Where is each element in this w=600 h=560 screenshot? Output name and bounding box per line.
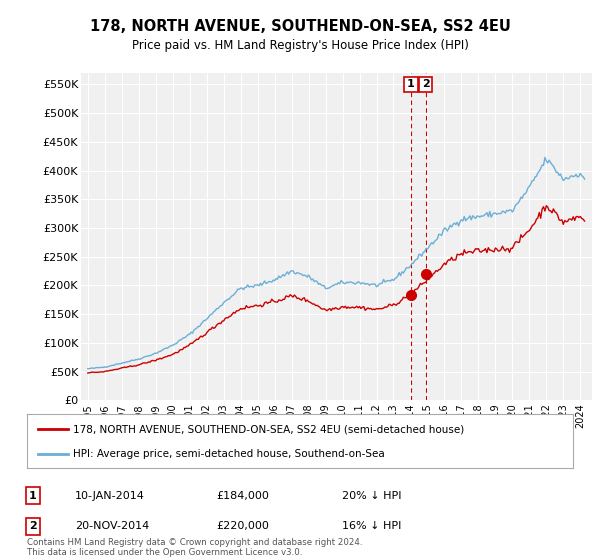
Text: 20% ↓ HPI: 20% ↓ HPI (342, 491, 401, 501)
Text: 2: 2 (29, 521, 37, 531)
Text: 1: 1 (407, 80, 415, 89)
Text: 178, NORTH AVENUE, SOUTHEND-ON-SEA, SS2 4EU (semi-detached house): 178, NORTH AVENUE, SOUTHEND-ON-SEA, SS2 … (73, 424, 464, 435)
Text: 178, NORTH AVENUE, SOUTHEND-ON-SEA, SS2 4EU: 178, NORTH AVENUE, SOUTHEND-ON-SEA, SS2 … (89, 20, 511, 34)
Text: 1: 1 (29, 491, 37, 501)
Text: £184,000: £184,000 (216, 491, 269, 501)
Text: 16% ↓ HPI: 16% ↓ HPI (342, 521, 401, 531)
Text: HPI: Average price, semi-detached house, Southend-on-Sea: HPI: Average price, semi-detached house,… (73, 449, 385, 459)
Text: £220,000: £220,000 (216, 521, 269, 531)
Text: 2: 2 (422, 80, 430, 89)
Text: Contains HM Land Registry data © Crown copyright and database right 2024.
This d: Contains HM Land Registry data © Crown c… (27, 538, 362, 557)
Text: 20-NOV-2014: 20-NOV-2014 (75, 521, 149, 531)
Text: 10-JAN-2014: 10-JAN-2014 (75, 491, 145, 501)
Text: Price paid vs. HM Land Registry's House Price Index (HPI): Price paid vs. HM Land Registry's House … (131, 39, 469, 53)
